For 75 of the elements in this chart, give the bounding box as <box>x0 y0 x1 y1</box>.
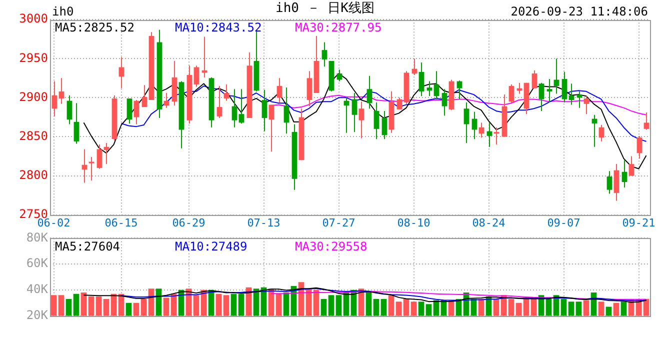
y-tick-label: 2850 <box>19 128 48 143</box>
candlestick <box>584 96 590 115</box>
candlestick <box>52 80 58 117</box>
y-tick-label: 3000 <box>19 12 48 26</box>
y-tick-label: 40K <box>26 282 49 296</box>
text: MA5:2825.52 <box>55 20 134 35</box>
candlestick <box>306 70 312 107</box>
candlestick <box>562 71 568 103</box>
y-tick-label: 2900 <box>19 90 48 104</box>
candlestick <box>374 102 380 140</box>
candlestick <box>268 104 274 152</box>
candlestick <box>576 90 582 108</box>
candlestick <box>262 89 268 132</box>
x-tick-label: 08-10 <box>397 216 430 230</box>
y-tick-label: 20K <box>26 308 49 322</box>
x-tick-label: 09-07 <box>547 216 580 230</box>
candlestick <box>142 84 148 108</box>
text: MA30:2877.95 <box>295 20 382 35</box>
candlestick <box>426 80 432 97</box>
candlestick <box>636 135 642 160</box>
candlestick <box>322 42 328 67</box>
candlestick <box>442 88 448 116</box>
y-tick-label: 80K <box>26 230 49 244</box>
chart-title: ih0 － 日K线图 <box>276 1 374 16</box>
candlestick <box>614 164 620 202</box>
text: MA30:29558 <box>295 239 368 254</box>
candlestick <box>88 156 94 181</box>
x-tick-label: 07-13 <box>247 216 280 230</box>
candlestick <box>554 58 560 94</box>
candlestick <box>118 56 124 89</box>
candlestick <box>532 70 538 89</box>
x-tick-label: 06-15 <box>104 216 138 230</box>
x-tick-label: 09-21 <box>622 216 656 230</box>
candlestick <box>238 88 244 124</box>
x-tick-label: 06-29 <box>172 216 206 230</box>
candlestick <box>66 94 72 125</box>
candlestick <box>96 144 102 170</box>
candlestick <box>434 70 440 100</box>
candlestick <box>104 142 110 165</box>
candlestick <box>396 97 402 110</box>
candlestick <box>366 75 372 110</box>
candlestick <box>276 78 282 103</box>
x-tick-label: 08-24 <box>472 216 506 230</box>
candlestick <box>74 102 80 144</box>
x-tick-label: 07-27 <box>322 216 356 230</box>
candlestick <box>382 110 388 140</box>
text: 2026-09-23 11:48:06 <box>510 4 648 19</box>
y-tick-label: 60K <box>26 256 49 270</box>
candlestick <box>358 101 364 139</box>
candlestick <box>644 112 650 130</box>
candlestick <box>58 78 64 104</box>
candlestick <box>284 87 290 134</box>
candlestick <box>456 80 462 100</box>
candlestick <box>622 160 628 188</box>
text: MA10:27489 <box>175 239 248 254</box>
candlestick <box>418 62 424 97</box>
candlestick <box>232 88 238 128</box>
candlestick <box>194 65 200 88</box>
candlestick <box>352 92 358 133</box>
candlestick <box>216 85 222 118</box>
candlestick <box>546 78 552 103</box>
candlestick <box>606 170 612 194</box>
candlestick <box>134 100 140 125</box>
text: MA5:27604 <box>55 239 120 254</box>
text: MA10:2843.52 <box>175 20 262 35</box>
y-tick-label: 2950 <box>19 50 48 65</box>
candlestick <box>464 102 470 144</box>
candlestick <box>126 98 132 124</box>
candlestick <box>538 82 544 112</box>
candlestick <box>598 124 604 142</box>
candlestick <box>224 84 230 102</box>
y-tick-label: 2800 <box>19 168 48 182</box>
text: ih0 <box>52 4 74 19</box>
candlestick <box>508 84 514 103</box>
candlestick <box>628 156 634 176</box>
